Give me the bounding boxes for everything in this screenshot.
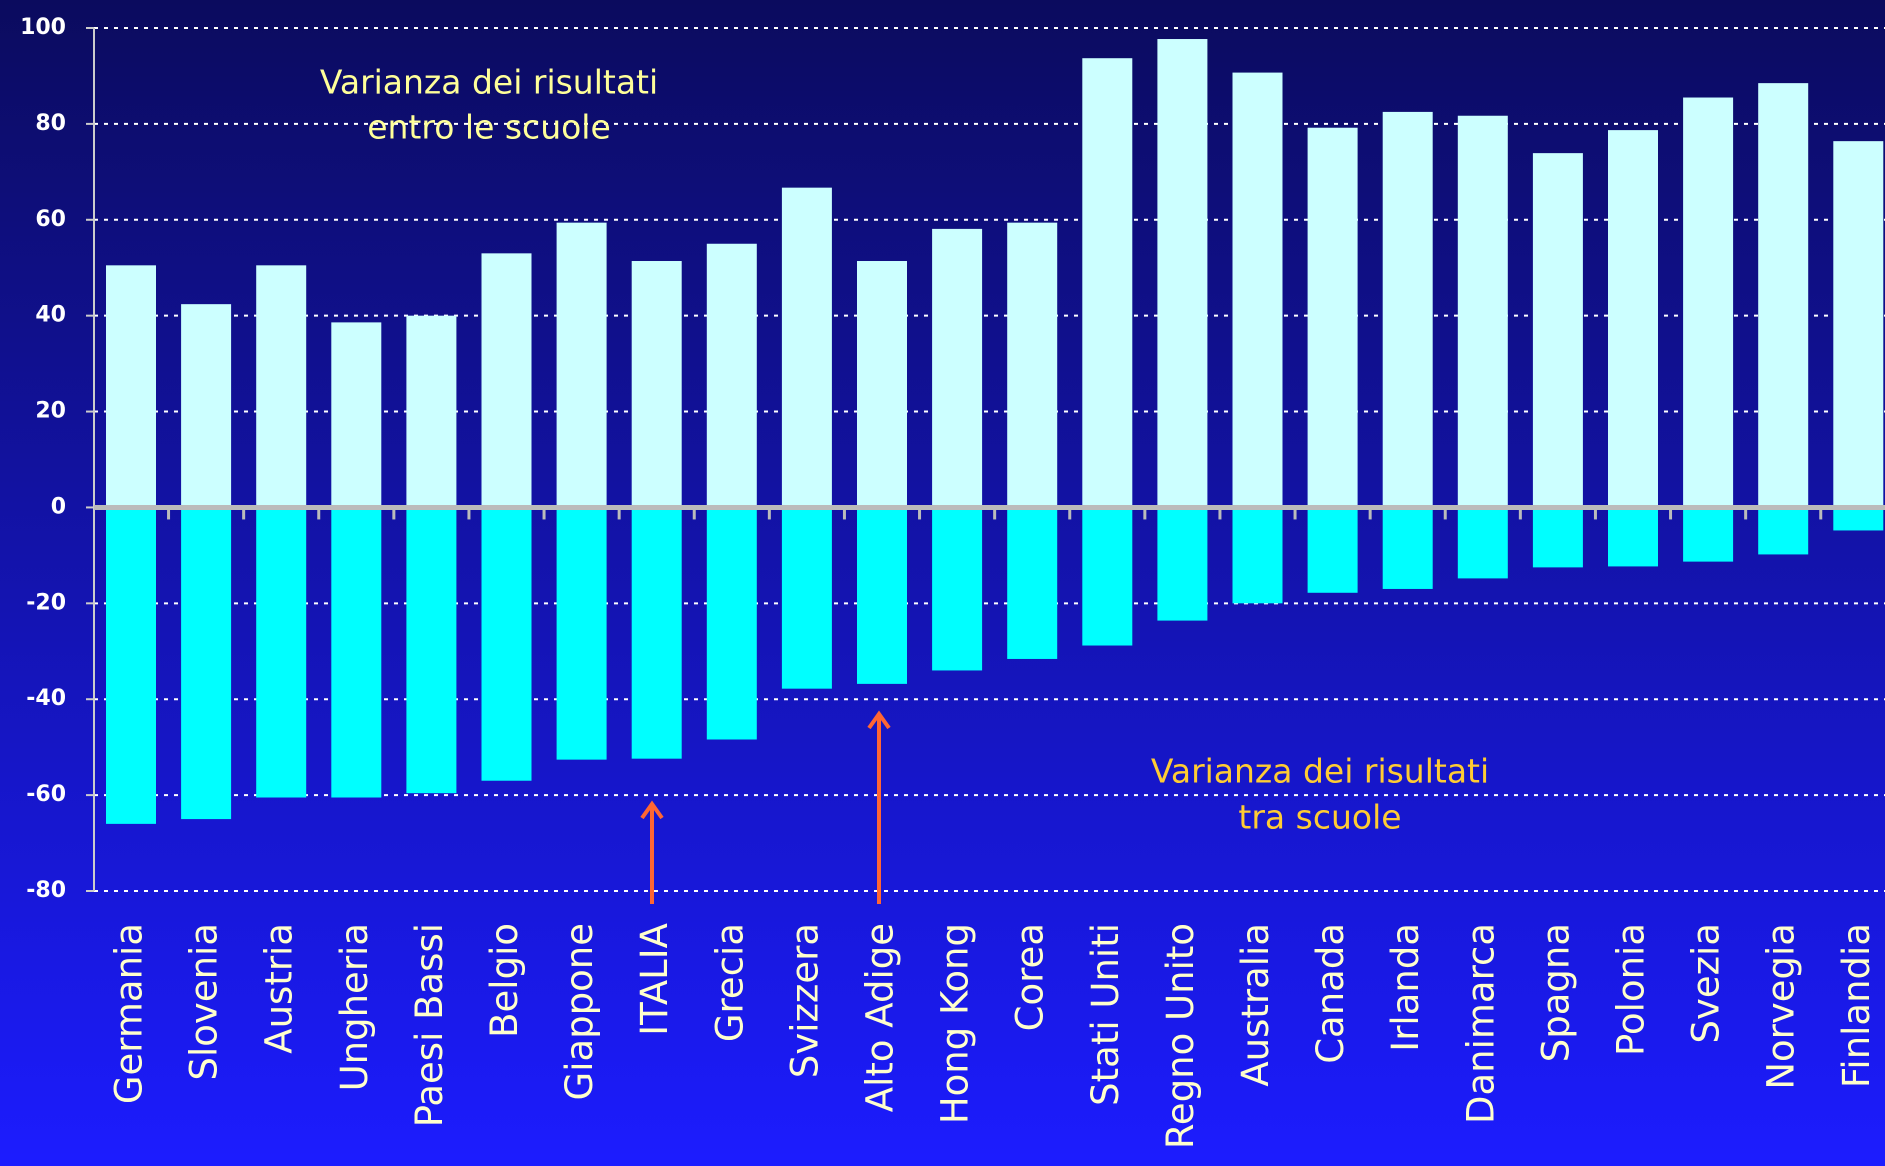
annotation: tra scuole <box>1238 798 1401 837</box>
axis <box>86 27 1885 892</box>
x-tick-label: Spagna <box>1534 923 1577 1062</box>
y-tick-label: 80 <box>35 111 66 136</box>
bar <box>857 507 907 684</box>
bar <box>1833 141 1884 508</box>
bar <box>256 507 307 798</box>
x-tick-label: Svizzera <box>783 923 826 1078</box>
x-tick-label: ITALIA <box>633 923 676 1036</box>
bar <box>406 507 457 794</box>
bar <box>706 507 757 740</box>
x-tick-label: Irlanda <box>1384 923 1427 1052</box>
bar <box>481 253 532 508</box>
bar <box>1157 39 1208 508</box>
bar <box>1307 127 1358 508</box>
y-tick-label: -80 <box>26 878 66 903</box>
bar <box>1082 507 1133 646</box>
x-tick-label: Stati Uniti <box>1084 923 1127 1106</box>
x-tick-label: Germania <box>108 923 151 1104</box>
x-tick-label: Norvegia <box>1760 923 1803 1090</box>
bar <box>1307 507 1358 593</box>
bar <box>106 507 156 824</box>
y-tick-label: -20 <box>26 590 66 615</box>
y-tick-label: 40 <box>35 303 66 328</box>
bar <box>1532 507 1583 568</box>
bar <box>106 265 156 508</box>
bar <box>1683 507 1734 562</box>
y-tick-label: 0 <box>51 494 66 519</box>
y-tick-label: 20 <box>35 399 66 424</box>
bar <box>1232 507 1283 604</box>
bar <box>1683 97 1734 508</box>
x-tick-label: Finlandia <box>1835 923 1878 1088</box>
x-tick-label: Svezia <box>1685 923 1728 1044</box>
bar <box>481 507 532 781</box>
bar <box>1833 507 1884 531</box>
bar <box>1007 222 1058 508</box>
bar <box>631 261 682 508</box>
x-tick-label: Polonia <box>1610 923 1653 1056</box>
bar <box>1758 83 1809 508</box>
y-tick-label: -40 <box>26 686 66 711</box>
bars <box>106 39 1884 824</box>
labels: -80 -60 -40 -20 0 20 40 60 80 100 Germania Slovenia… <box>20 15 1878 1149</box>
bar <box>1382 111 1433 508</box>
arrow-head <box>640 800 664 820</box>
x-tick-label: Canada <box>1309 923 1352 1064</box>
x-tick-label: Ungheria <box>333 923 376 1091</box>
bar <box>1758 507 1809 555</box>
bar <box>781 187 832 508</box>
bar <box>331 507 382 798</box>
y-tick-label: 100 <box>20 15 66 40</box>
bar <box>181 507 232 820</box>
x-tick-label: Austria <box>258 923 301 1054</box>
bar <box>1082 58 1133 508</box>
bar <box>932 507 983 671</box>
bar <box>706 243 757 508</box>
x-tick-label: Belgio <box>483 923 526 1038</box>
bar <box>1382 507 1433 589</box>
bar <box>1608 507 1658 567</box>
bar <box>781 507 832 689</box>
bar <box>331 322 382 508</box>
bar <box>1608 130 1658 508</box>
bar <box>181 304 232 508</box>
annotation: entro le scuole <box>367 108 611 147</box>
x-tick-label: Danimarca <box>1459 923 1502 1124</box>
bar <box>1007 507 1058 659</box>
x-tick-label: Regno Unito <box>1159 923 1202 1149</box>
bar <box>556 222 607 508</box>
x-tick-label: Slovenia <box>183 923 226 1080</box>
annotation: Varianza dei risultati <box>1151 752 1489 791</box>
x-tick-label: Giappone <box>558 923 601 1100</box>
y-tick-label: 60 <box>35 207 66 232</box>
bar <box>1457 115 1508 508</box>
bar <box>256 265 307 508</box>
x-tick-label: Australia <box>1234 923 1277 1087</box>
x-tick-label: Corea <box>1009 923 1052 1031</box>
x-tick-label: Grecia <box>708 923 751 1042</box>
arrows <box>640 710 891 904</box>
bar <box>932 228 983 508</box>
bar <box>631 507 682 759</box>
bar <box>1457 507 1508 579</box>
x-tick-label: Paesi Bassi <box>408 923 451 1127</box>
bar <box>1157 507 1208 621</box>
bar <box>1232 72 1283 508</box>
bar <box>556 507 607 760</box>
x-tick-label: Hong Kong <box>934 923 977 1124</box>
y-tick-label: -60 <box>26 782 66 807</box>
bar <box>857 261 907 508</box>
arrow-head <box>867 710 891 730</box>
bar <box>406 315 457 508</box>
bar <box>1532 153 1583 508</box>
grid <box>94 27 1885 892</box>
annotation: Varianza dei risultati <box>320 63 658 102</box>
x-tick-label: Alto Adige <box>859 923 902 1112</box>
